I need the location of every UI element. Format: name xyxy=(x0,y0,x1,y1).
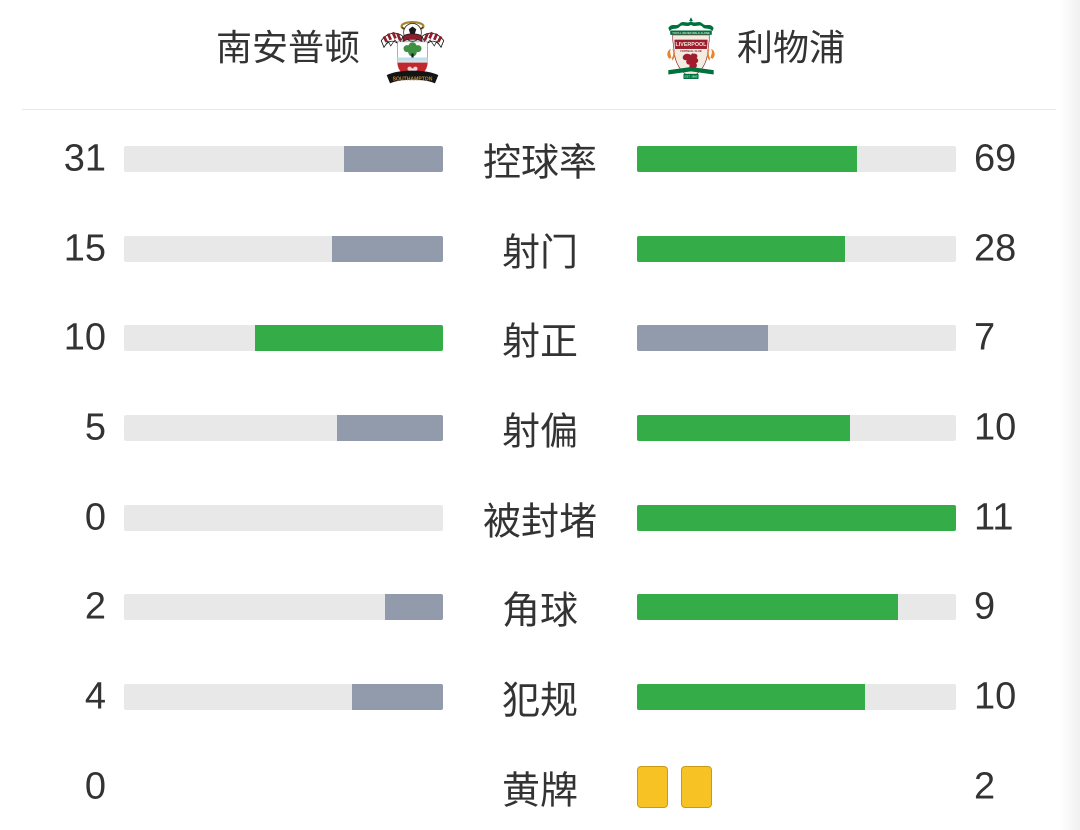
svg-text:LIVERPOOL: LIVERPOOL xyxy=(676,42,708,48)
svg-text:EST. 1892: EST. 1892 xyxy=(684,75,697,79)
svg-text:SOUTHAMPTON: SOUTHAMPTON xyxy=(393,77,433,83)
svg-text:FOOTBALL CLUB: FOOTBALL CLUB xyxy=(680,50,701,53)
svg-text:YOU'LL NEVER WALK ALONE: YOU'LL NEVER WALK ALONE xyxy=(672,31,710,35)
